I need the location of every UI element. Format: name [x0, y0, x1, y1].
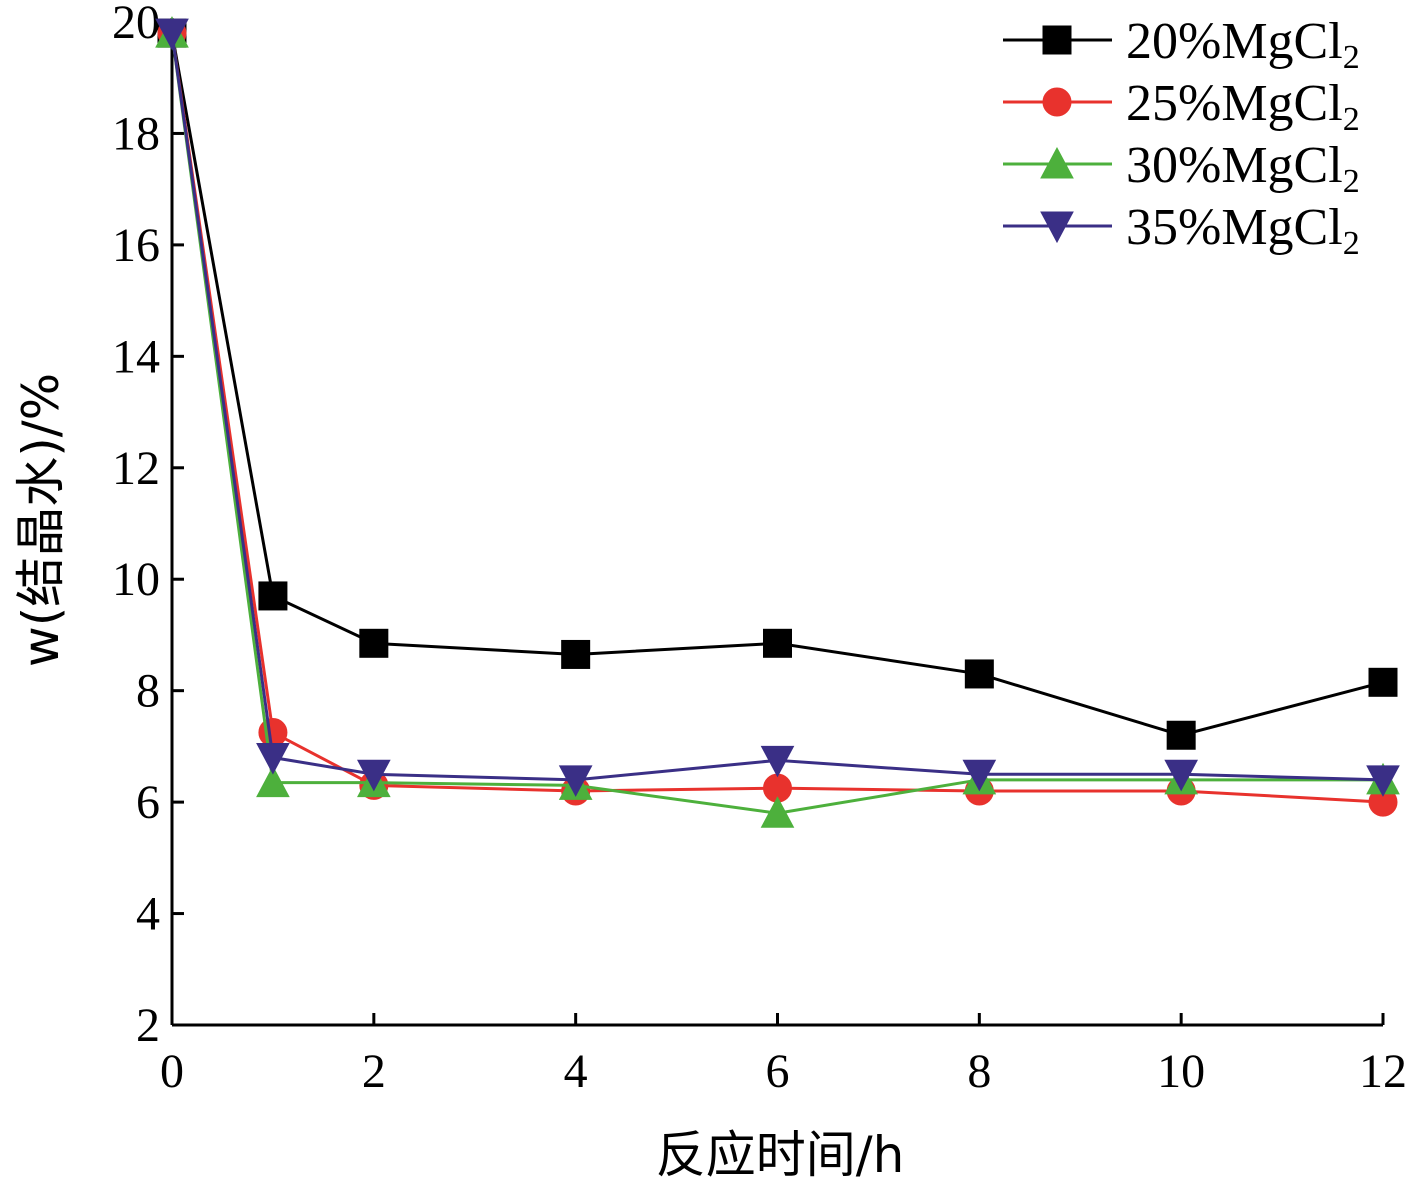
legend-item-3: 35%MgCl2 — [1003, 199, 1360, 262]
y-tick-label: 4 — [136, 888, 160, 941]
legend-label: 20%MgCl2 — [1126, 13, 1360, 76]
y-tick-label: 20 — [112, 0, 160, 49]
data-point — [561, 639, 591, 669]
legend-label: 35%MgCl2 — [1126, 199, 1360, 262]
data-point — [256, 743, 290, 775]
y-tick-label: 16 — [112, 219, 160, 272]
data-point — [1368, 667, 1398, 697]
series-layer — [155, 16, 1400, 828]
data-point — [256, 765, 290, 798]
x-tick-label: 2 — [362, 1045, 386, 1098]
y-tick-label: 18 — [112, 107, 160, 160]
data-point — [357, 759, 391, 792]
series-line — [170, 32, 1384, 782]
data-point — [760, 745, 795, 778]
x-tick-label: 0 — [160, 1045, 184, 1098]
data-point — [763, 628, 792, 658]
series-line — [170, 32, 1384, 737]
series-line — [170, 32, 1384, 804]
data-point — [359, 628, 389, 658]
legend-item-2: 30%MgCl2 — [1003, 137, 1360, 200]
data-point — [258, 717, 288, 747]
x-tick-label: 6 — [766, 1045, 790, 1098]
data-point — [962, 759, 997, 792]
legend-item-1: 25%MgCl2 — [1003, 75, 1360, 138]
x-tick-label: 8 — [967, 1045, 991, 1098]
y-tick-label: 8 — [136, 665, 160, 718]
x-tick-label: 4 — [564, 1045, 588, 1098]
data-point — [258, 581, 288, 611]
y-tick-label: 6 — [136, 776, 160, 829]
data-point — [964, 659, 994, 689]
data-point — [1166, 720, 1196, 750]
data-point — [760, 796, 795, 828]
series-3 — [155, 18, 1400, 797]
legend-marker — [1040, 211, 1074, 244]
legend-marker — [1042, 25, 1072, 55]
y-tick-label: 12 — [112, 442, 160, 495]
data-point — [1366, 765, 1400, 797]
series-line — [170, 32, 1383, 815]
y-tick-label: 2 — [136, 999, 160, 1052]
x-tick-label: 12 — [1359, 1045, 1407, 1098]
y-axis-title: w(结晶水)/% — [12, 373, 70, 667]
legend-item-0: 20%MgCl2 — [1003, 13, 1360, 76]
data-point — [558, 765, 593, 797]
data-point — [155, 18, 189, 51]
x-tick-label: 10 — [1157, 1045, 1205, 1098]
data-point — [1164, 759, 1198, 792]
y-tick-label: 10 — [112, 553, 160, 606]
y-tick-label: 14 — [112, 330, 160, 383]
x-axis-title: 反应时间/h — [656, 1126, 905, 1181]
legend-marker — [1040, 146, 1074, 179]
legend-marker — [1042, 87, 1072, 117]
legend-label: 30%MgCl2 — [1126, 137, 1360, 200]
legend-label: 25%MgCl2 — [1126, 75, 1360, 138]
